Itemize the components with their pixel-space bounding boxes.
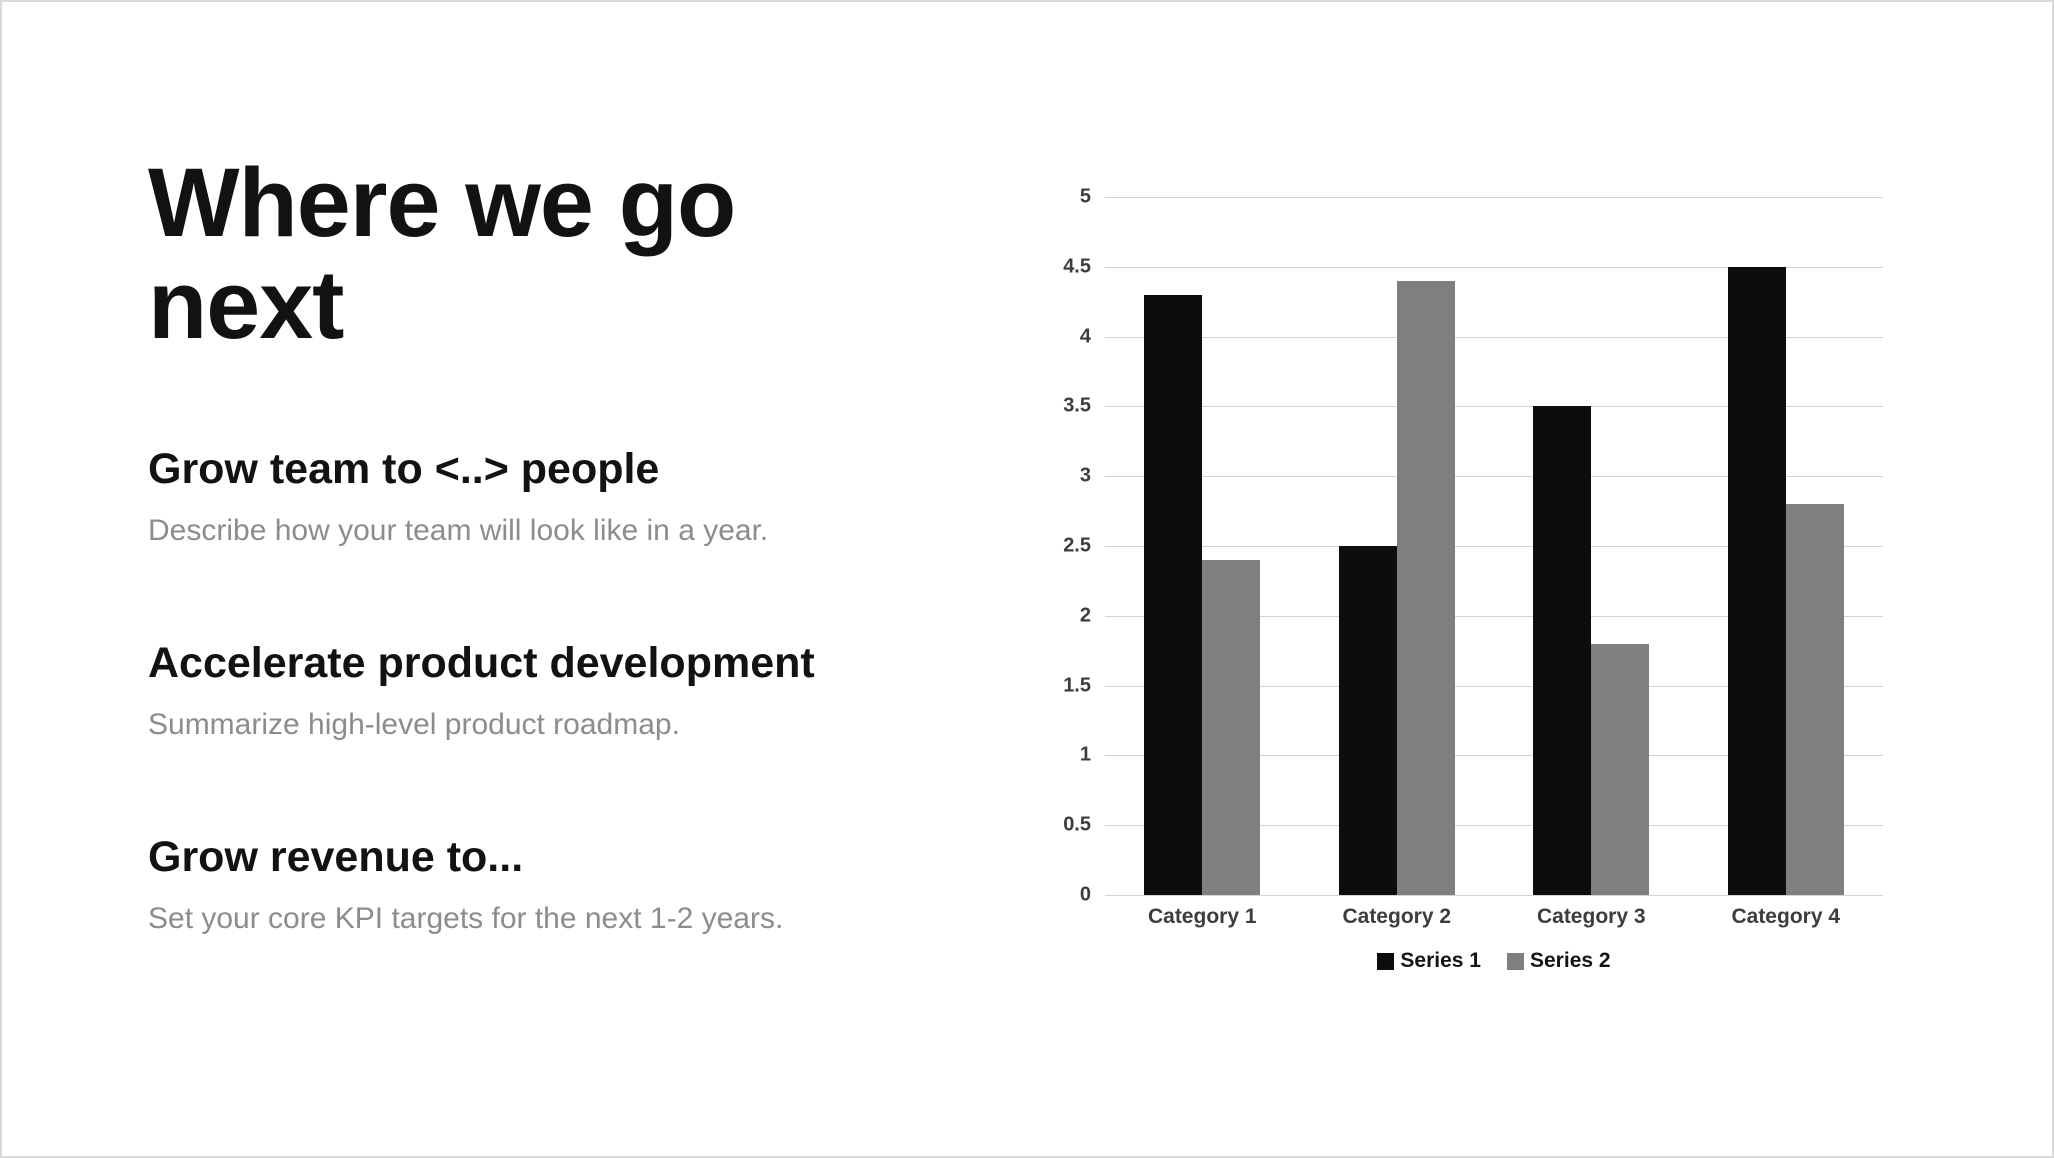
gridline-2 — [1105, 615, 1883, 617]
gridline-1 — [1105, 755, 1883, 757]
gridline-1.5 — [1105, 685, 1883, 687]
legend-label-series-1: Series 1 — [1400, 949, 1481, 972]
gridline-0.5 — [1105, 825, 1883, 827]
legend-item-series-2: Series 2 — [1507, 949, 1611, 973]
legend-label-series-2: Series 2 — [1530, 949, 1611, 972]
y-tick-label-1.5: 1.5 — [1063, 674, 1091, 697]
gridline-5 — [1105, 197, 1883, 198]
bar-series-2-category-4 — [1785, 504, 1844, 895]
y-tick-label-0: 0 — [1079, 883, 1091, 906]
bar-groups — [1105, 197, 1883, 895]
section-body-grow-revenue: Set your core KPI targets for the next 1… — [148, 902, 784, 936]
section-body-product-development: Summarize high-level product roadmap. — [148, 708, 680, 742]
chart-upper: 0 0.5 1 1.5 2 2.5 3 3.5 4 4.5 5 — [1043, 186, 1883, 906]
bar-series-2-category-3 — [1591, 643, 1650, 895]
y-tick-label-3: 3 — [1079, 464, 1091, 487]
y-tick-label-2.5: 2.5 — [1063, 534, 1091, 557]
x-tick-label-2: Category 2 — [1342, 905, 1452, 928]
y-tick-label-0.5: 0.5 — [1063, 813, 1091, 836]
y-tick-label-4.5: 4.5 — [1063, 255, 1091, 278]
sections: Grow team to <..> people Describe how yo… — [148, 444, 848, 940]
bar-group-category-4 — [1689, 197, 1884, 895]
x-tick-label-4: Category 4 — [1731, 905, 1841, 928]
gridline-0 — [1105, 895, 1883, 896]
gridline-3.5 — [1105, 406, 1883, 408]
bar-group-category-1 — [1105, 197, 1300, 895]
x-tick-label-1: Category 1 — [1147, 905, 1257, 928]
y-tick-label-1: 1 — [1079, 743, 1091, 766]
bar-series-1-category-3 — [1533, 406, 1592, 895]
legend-swatch-series-2 — [1507, 952, 1524, 970]
slide-text-column: Where we go next Grow team to <..> peopl… — [148, 152, 848, 940]
chart-plot-area — [1105, 197, 1883, 896]
y-tick-label-4: 4 — [1079, 325, 1091, 348]
legend-item-series-1: Series 1 — [1377, 949, 1481, 973]
gridline-4.5 — [1105, 266, 1883, 268]
bar-series-2-category-1 — [1202, 559, 1261, 895]
section-body-grow-team: Describe how your team will look like in… — [148, 514, 769, 548]
gridline-2.5 — [1105, 546, 1883, 547]
bar-series-2-category-2 — [1396, 280, 1455, 895]
section-product-development: Accelerate product development Summarize… — [148, 638, 848, 746]
bar-group-category-3 — [1494, 197, 1689, 895]
bar-series-1-category-1 — [1144, 294, 1203, 895]
chart-x-axis: Category 1 Category 2 Category 3 Category 4 — [1105, 905, 1883, 929]
section-grow-revenue: Grow revenue to... Set your core KPI tar… — [148, 832, 848, 940]
chart-y-axis: 0 0.5 1 1.5 2 2.5 3 3.5 4 4.5 5 — [1043, 186, 1091, 906]
y-tick-label-2: 2 — [1079, 604, 1091, 627]
slide-title: Where we go next — [148, 148, 736, 359]
x-tick-label-3: Category 3 — [1536, 905, 1646, 928]
chart-legend: Series 1 Series 2 — [1105, 949, 1883, 973]
gridline-4 — [1105, 336, 1883, 338]
section-grow-team: Grow team to <..> people Describe how yo… — [148, 444, 848, 552]
y-tick-label-3.5: 3.5 — [1063, 394, 1091, 417]
bar-group-category-2 — [1300, 197, 1495, 895]
gridline-3 — [1105, 476, 1883, 478]
section-heading-product-development: Accelerate product development — [148, 638, 815, 687]
bar-series-1-category-4 — [1727, 266, 1786, 895]
section-heading-grow-team: Grow team to <..> people — [148, 444, 660, 493]
bar-chart: 0 0.5 1 1.5 2 2.5 3 3.5 4 4.5 5 Category 1 Category… — [1043, 186, 1883, 973]
y-tick-label-5: 5 — [1079, 185, 1091, 208]
legend-swatch-series-1 — [1377, 952, 1395, 970]
bar-series-1-category-2 — [1338, 546, 1397, 895]
section-heading-grow-revenue: Grow revenue to... — [148, 832, 524, 881]
